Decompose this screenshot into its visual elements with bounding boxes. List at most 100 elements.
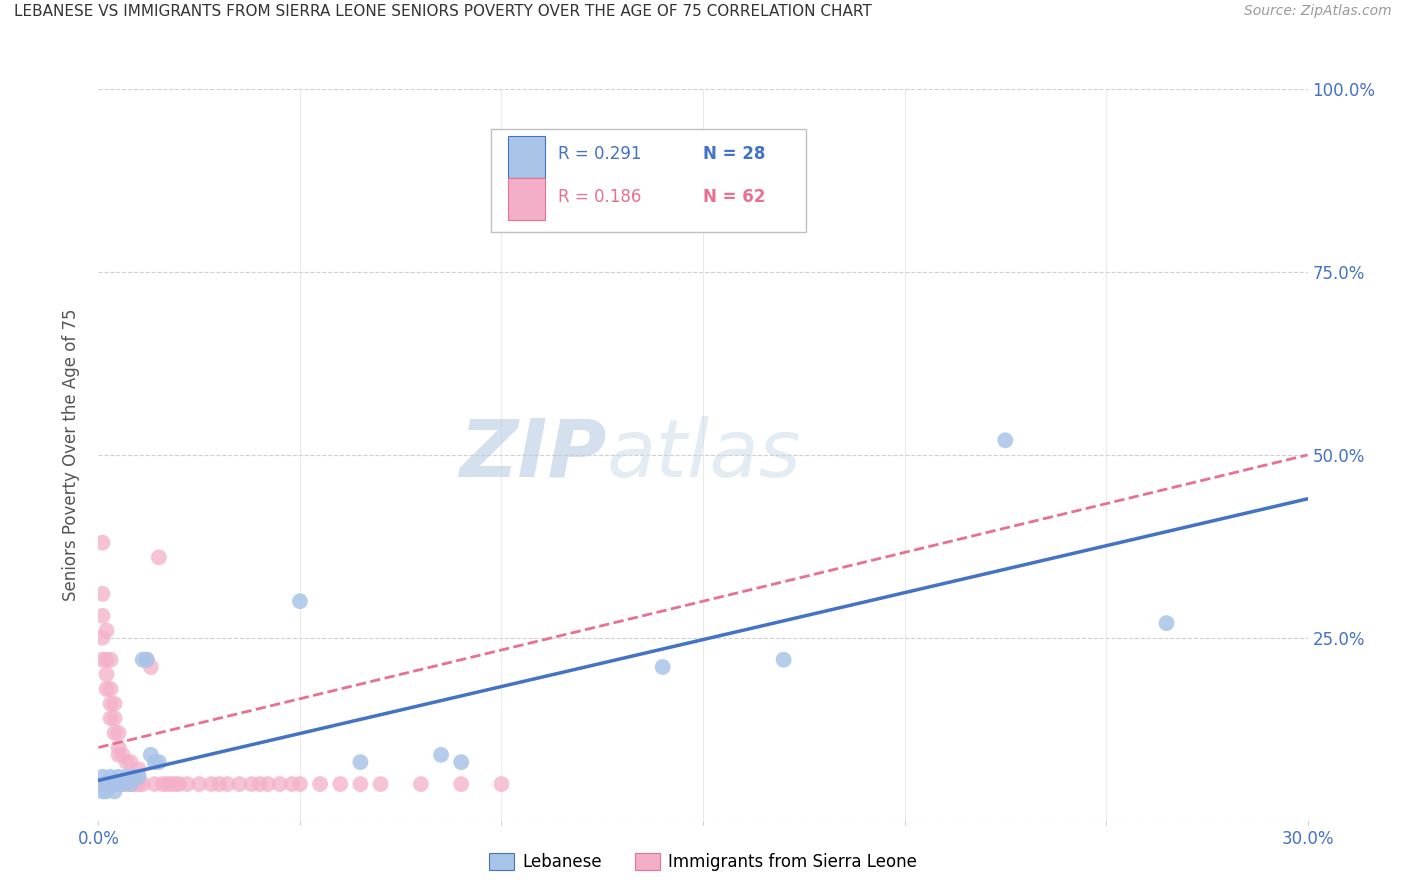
Immigrants from Sierra Leone xyxy=(249,777,271,791)
Lebanese xyxy=(91,770,114,784)
Immigrants from Sierra Leone xyxy=(100,653,122,667)
Immigrants from Sierra Leone xyxy=(120,755,142,769)
Lebanese xyxy=(103,777,125,791)
Lebanese xyxy=(772,653,794,667)
Text: LEBANESE VS IMMIGRANTS FROM SIERRA LEONE SENIORS POVERTY OVER THE AGE OF 75 CORR: LEBANESE VS IMMIGRANTS FROM SIERRA LEONE… xyxy=(14,4,872,20)
Lebanese xyxy=(132,653,155,667)
Immigrants from Sierra Leone xyxy=(188,777,211,791)
Immigrants from Sierra Leone xyxy=(217,777,239,791)
Immigrants from Sierra Leone xyxy=(96,653,118,667)
Immigrants from Sierra Leone xyxy=(107,726,129,740)
Immigrants from Sierra Leone xyxy=(120,777,142,791)
Lebanese xyxy=(288,594,311,608)
Lebanese xyxy=(349,755,371,769)
Immigrants from Sierra Leone xyxy=(156,777,179,791)
Immigrants from Sierra Leone xyxy=(96,667,118,681)
FancyBboxPatch shape xyxy=(509,136,544,178)
Text: N = 28: N = 28 xyxy=(703,145,765,162)
Immigrants from Sierra Leone xyxy=(100,777,122,791)
Immigrants from Sierra Leone xyxy=(208,777,231,791)
Immigrants from Sierra Leone xyxy=(100,711,122,725)
Lebanese xyxy=(107,770,129,784)
Lebanese xyxy=(120,777,142,791)
Immigrants from Sierra Leone xyxy=(132,777,155,791)
Immigrants from Sierra Leone xyxy=(281,777,304,791)
Immigrants from Sierra Leone xyxy=(309,777,332,791)
Immigrants from Sierra Leone xyxy=(349,777,371,791)
Immigrants from Sierra Leone xyxy=(228,777,250,791)
Immigrants from Sierra Leone xyxy=(115,755,138,769)
Lebanese xyxy=(135,653,157,667)
Immigrants from Sierra Leone xyxy=(103,697,125,711)
Immigrants from Sierra Leone xyxy=(160,777,183,791)
Immigrants from Sierra Leone xyxy=(91,777,114,791)
Lebanese xyxy=(96,784,118,798)
Immigrants from Sierra Leone xyxy=(103,711,125,725)
Text: R = 0.291: R = 0.291 xyxy=(558,145,641,162)
Immigrants from Sierra Leone xyxy=(115,777,138,791)
Immigrants from Sierra Leone xyxy=(409,777,432,791)
Immigrants from Sierra Leone xyxy=(139,660,162,674)
Lebanese xyxy=(430,747,453,762)
Text: N = 62: N = 62 xyxy=(703,188,765,206)
Immigrants from Sierra Leone xyxy=(370,777,392,791)
Immigrants from Sierra Leone xyxy=(269,777,291,791)
Lebanese xyxy=(1156,616,1178,631)
Text: atlas: atlas xyxy=(606,416,801,494)
Lebanese xyxy=(96,777,118,791)
Immigrants from Sierra Leone xyxy=(143,777,166,791)
Immigrants from Sierra Leone xyxy=(491,777,513,791)
Lebanese xyxy=(100,770,122,784)
Immigrants from Sierra Leone xyxy=(91,631,114,645)
Lebanese xyxy=(139,747,162,762)
Immigrants from Sierra Leone xyxy=(107,777,129,791)
Immigrants from Sierra Leone xyxy=(152,777,174,791)
Lebanese xyxy=(651,660,673,674)
Immigrants from Sierra Leone xyxy=(103,726,125,740)
Lebanese xyxy=(148,755,170,769)
Immigrants from Sierra Leone xyxy=(163,777,186,791)
Immigrants from Sierra Leone xyxy=(111,747,134,762)
Immigrants from Sierra Leone xyxy=(96,777,118,791)
Immigrants from Sierra Leone xyxy=(450,777,472,791)
Text: R = 0.186: R = 0.186 xyxy=(558,188,641,206)
Immigrants from Sierra Leone xyxy=(107,740,129,755)
Immigrants from Sierra Leone xyxy=(91,653,114,667)
Lebanese xyxy=(994,434,1017,448)
Immigrants from Sierra Leone xyxy=(148,550,170,565)
Immigrants from Sierra Leone xyxy=(128,763,150,777)
Immigrants from Sierra Leone xyxy=(240,777,263,791)
Lebanese xyxy=(115,770,138,784)
Y-axis label: Seniors Poverty Over the Age of 75: Seniors Poverty Over the Age of 75 xyxy=(62,309,80,601)
Lebanese xyxy=(103,784,125,798)
Immigrants from Sierra Leone xyxy=(91,535,114,549)
Immigrants from Sierra Leone xyxy=(103,777,125,791)
Text: ZIP: ZIP xyxy=(458,416,606,494)
Immigrants from Sierra Leone xyxy=(288,777,311,791)
Immigrants from Sierra Leone xyxy=(91,587,114,601)
Lebanese xyxy=(111,777,134,791)
Immigrants from Sierra Leone xyxy=(100,681,122,696)
Legend: Lebanese, Immigrants from Sierra Leone: Lebanese, Immigrants from Sierra Leone xyxy=(482,847,924,878)
Immigrants from Sierra Leone xyxy=(200,777,222,791)
Text: Source: ZipAtlas.com: Source: ZipAtlas.com xyxy=(1244,4,1392,19)
Immigrants from Sierra Leone xyxy=(96,624,118,638)
Lebanese xyxy=(450,755,472,769)
FancyBboxPatch shape xyxy=(509,178,544,220)
Immigrants from Sierra Leone xyxy=(111,777,134,791)
Immigrants from Sierra Leone xyxy=(91,608,114,623)
Lebanese xyxy=(143,755,166,769)
Immigrants from Sierra Leone xyxy=(176,777,198,791)
Immigrants from Sierra Leone xyxy=(96,681,118,696)
Immigrants from Sierra Leone xyxy=(100,697,122,711)
Immigrants from Sierra Leone xyxy=(107,747,129,762)
Immigrants from Sierra Leone xyxy=(167,777,190,791)
Lebanese xyxy=(124,770,146,784)
Immigrants from Sierra Leone xyxy=(256,777,278,791)
Immigrants from Sierra Leone xyxy=(128,777,150,791)
FancyBboxPatch shape xyxy=(492,129,806,232)
Lebanese xyxy=(100,777,122,791)
Lebanese xyxy=(91,784,114,798)
Immigrants from Sierra Leone xyxy=(124,777,146,791)
Lebanese xyxy=(107,777,129,791)
